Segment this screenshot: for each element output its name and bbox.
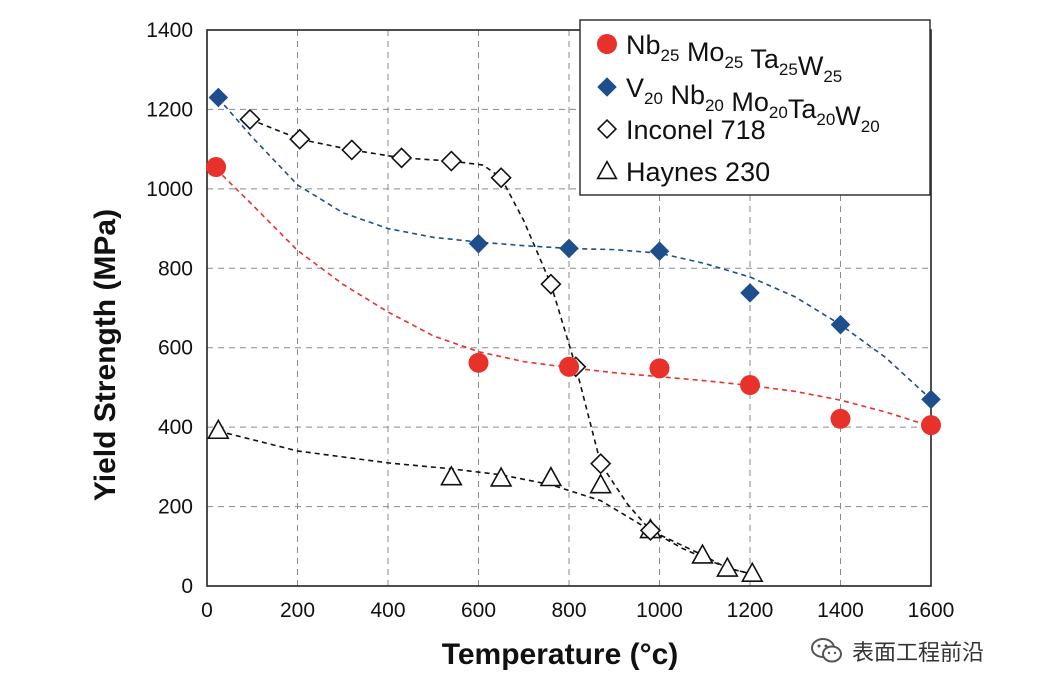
x-tick-label: 400 [370, 599, 405, 622]
trendline [218, 430, 753, 575]
data-point [468, 233, 489, 254]
data-point [590, 453, 612, 475]
data-point [559, 238, 579, 259]
data-point [341, 139, 363, 161]
data-point [716, 556, 739, 577]
legend-label: V20 Nb20 Mo20Ta20W20 [626, 73, 880, 136]
data-point [208, 87, 229, 108]
y-axis-title: Yield Strength (MPa) [89, 209, 122, 501]
y-tick-label: 0 [181, 575, 193, 598]
data-point [539, 466, 563, 487]
data-point [921, 415, 941, 436]
data-point [440, 465, 463, 486]
data-point [740, 375, 760, 396]
data-point [559, 356, 579, 377]
data-point [390, 147, 413, 169]
x-tick-label: 200 [280, 599, 315, 622]
x-tick-label: 800 [551, 599, 586, 622]
data-point [207, 418, 230, 440]
data-point [649, 358, 670, 379]
legend-marker [596, 160, 618, 180]
data-point [691, 543, 714, 564]
data-point [639, 519, 662, 541]
legend-label: Inconel 718 [626, 115, 766, 145]
legend-marker [597, 77, 617, 97]
y-tick-label: 1000 [146, 178, 193, 201]
y-tick-label: 200 [158, 496, 193, 519]
data-point [489, 466, 513, 487]
y-tick-label: 800 [158, 257, 193, 280]
y-tick-label: 1400 [146, 19, 193, 42]
data-point [490, 167, 512, 189]
data-point [440, 150, 462, 172]
data-point [921, 389, 941, 410]
y-tick-label: 600 [158, 337, 193, 360]
data-point [540, 273, 562, 295]
data-markers [206, 87, 941, 583]
legend-label: Nb25 Mo25 Ta25W25 [626, 30, 842, 86]
data-point [589, 473, 612, 494]
data-point [649, 241, 670, 261]
data-point [289, 128, 311, 150]
x-axis-title: Temperature (°c) [442, 638, 679, 671]
x-tick-label: 1200 [727, 599, 774, 622]
watermark: 表面工程前沿 [810, 634, 984, 668]
y-axis-ticks: 0 200 400 600 800 1000 1200 1400 [146, 19, 193, 598]
data-point [468, 352, 489, 373]
x-tick-label: 1000 [636, 599, 683, 622]
legend-box [579, 19, 931, 196]
data-point [830, 408, 851, 429]
data-point [239, 108, 261, 130]
x-tick-label: 600 [461, 599, 496, 622]
y-tick-label: 1200 [146, 98, 193, 121]
legend-label: Haynes 230 [626, 157, 770, 187]
x-tick-label: 0 [201, 599, 213, 622]
y-tick-label: 400 [158, 416, 193, 439]
wechat-icon [811, 638, 842, 663]
x-tick-label: 1400 [817, 599, 864, 622]
x-tick-label: 1600 [908, 599, 955, 622]
legend-marker [597, 34, 617, 54]
data-point [741, 561, 764, 583]
data-point [206, 157, 227, 178]
legend-marker [596, 118, 618, 140]
trendline [215, 168, 932, 428]
data-point [830, 314, 851, 335]
plot-frame [206, 29, 932, 587]
x-axis-ticks: 0 200 400 600 800 1000 1200 1400 1600 [201, 599, 954, 622]
data-point [740, 283, 760, 303]
watermark-text: 表面工程前沿 [852, 641, 985, 666]
